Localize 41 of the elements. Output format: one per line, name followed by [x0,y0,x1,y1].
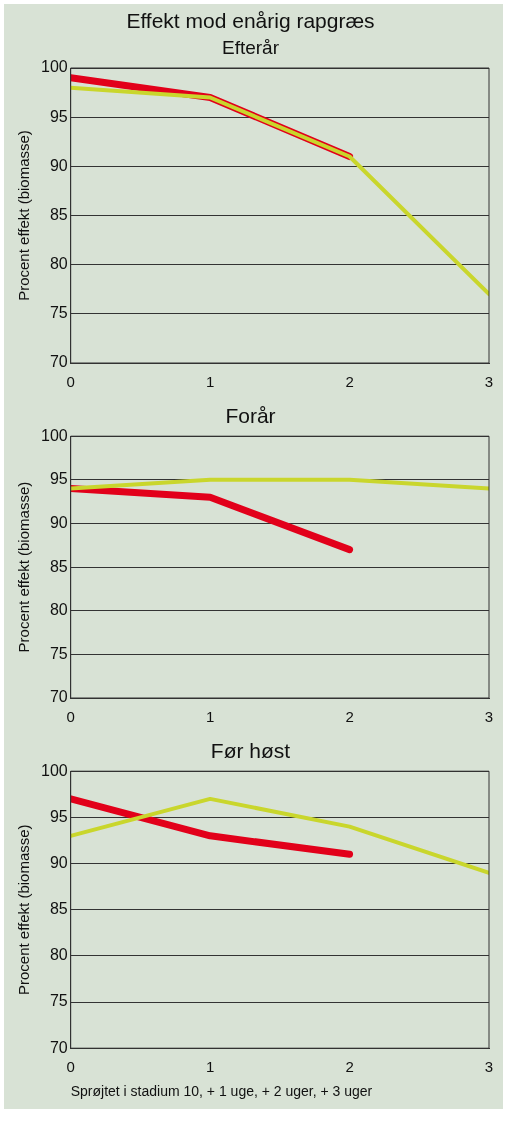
y-tick-label: 85 [49,900,68,918]
x-tick-label: 2 [345,708,354,726]
x-tick-label: 3 [484,708,494,726]
y-tick-label: 70 [49,688,68,706]
y-tick-label: 75 [49,992,68,1010]
y-tick-label: 100 [40,58,68,76]
chart-title: Effekt mod enårig rapgræs [126,9,375,33]
x-tick-label: 1 [205,708,215,726]
y-tick-label: 80 [49,255,68,273]
y-tick-label: 100 [40,761,68,779]
y-tick-label: 80 [49,946,68,964]
y-tick-label: 85 [49,205,68,223]
y-tick-label: 70 [49,1038,68,1056]
x-tick-label: 0 [66,373,75,391]
x-tick-label: 0 [66,1058,75,1076]
chart-title: Forår [225,404,276,428]
chart-subtitle: Efterår [221,36,280,58]
y-tick-label: 90 [49,156,68,174]
y-tick-label: 75 [49,304,68,322]
y-tick-label: 95 [49,470,68,488]
y-tick-label: 70 [49,353,68,371]
x-tick-label: 1 [205,1058,215,1076]
x-tick-label: 3 [484,373,494,391]
x-tick-label: 3 [484,1058,494,1076]
x-tick-label: 2 [345,1058,354,1076]
y-tick-label: 90 [49,513,68,531]
y-tick-label: 75 [49,644,68,662]
x-tick-label: 1 [205,373,215,391]
y-axis-title: Procent effekt (biomasse) [15,824,33,996]
y-tick-label: 85 [49,557,68,575]
y-tick-label: 95 [49,107,68,125]
y-tick-label: 95 [49,807,68,825]
x-tick-label: 2 [345,373,354,391]
y-axis-title: Procent effekt (biomasse) [15,481,33,653]
chart-title: Før høst [210,739,291,763]
y-axis-title: Procent effekt (biomasse) [15,130,33,301]
y-tick-label: 80 [49,601,68,619]
y-tick-label: 90 [49,853,68,871]
x-axis-title: Sprøjtet i stadium 10, + 1 uge, + 2 uger, + 3 uger [70,1083,373,1100]
x-tick-label: 0 [66,708,75,726]
y-tick-label: 100 [40,426,68,444]
